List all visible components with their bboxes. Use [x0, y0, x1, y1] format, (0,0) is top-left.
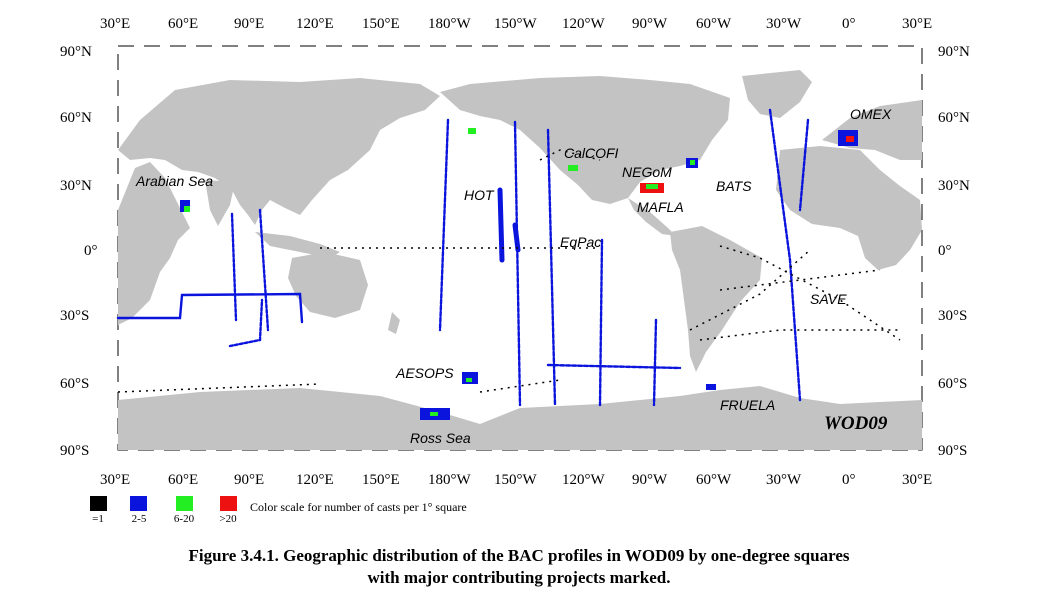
- australia-landmass: [288, 252, 368, 318]
- lat-label: 30°N: [60, 178, 92, 194]
- north-america-landmass: [440, 76, 730, 204]
- lon-label: 150°E: [362, 472, 400, 488]
- left-latitude-labels: 90°N 60°N 30°N 0° 30°S 60°S 90°S: [60, 44, 98, 459]
- legend-label-gt20: >20: [219, 513, 237, 525]
- data-clusters: [180, 128, 858, 420]
- lat-label: 0°: [938, 243, 952, 259]
- new-zealand-landmass: [388, 312, 400, 334]
- project-label-arabian-sea: Arabian Sea: [135, 173, 213, 189]
- lon-label: 120°W: [562, 16, 605, 32]
- lat-label: 90°S: [938, 443, 967, 459]
- project-label-mafla: MAFLA: [637, 199, 684, 215]
- lon-label: 180°W: [428, 472, 471, 488]
- lon-label: 90°W: [632, 472, 668, 488]
- lon-label: 30°W: [766, 16, 802, 32]
- lon-label: 90°E: [234, 472, 264, 488]
- west-africa-landmass: [776, 146, 922, 270]
- south-america-landmass: [670, 226, 762, 372]
- lat-label: 60°S: [60, 376, 89, 392]
- project-label-eqpac: EqPac: [560, 234, 601, 250]
- lat-label: 90°S: [60, 443, 89, 459]
- cruise-tracks: [116, 108, 810, 407]
- lon-label: 0°: [842, 472, 856, 488]
- lat-label: 60°N: [938, 110, 970, 126]
- legend-swatch-2-5: [130, 496, 147, 511]
- right-latitude-labels: 90°N 60°N 30°N 0° 30°S 60°S 90°S: [938, 44, 970, 459]
- lon-label: 150°W: [494, 16, 537, 32]
- lon-label: 30°W: [766, 472, 802, 488]
- figure-caption-line1: Figure 3.4.1. Geographic distribution of…: [188, 546, 850, 565]
- indonesia-landmass: [255, 232, 340, 258]
- lon-label: 60°E: [168, 472, 198, 488]
- lon-label: 30°E: [902, 472, 932, 488]
- project-label-omex: OMEX: [850, 106, 892, 122]
- lon-label: 60°W: [696, 472, 732, 488]
- lon-label: 90°E: [234, 16, 264, 32]
- project-label-fruela: FRUELA: [720, 397, 775, 413]
- wod09-badge: WOD09: [812, 405, 920, 439]
- lon-label: 0°: [842, 16, 856, 32]
- lon-label: 120°E: [296, 16, 334, 32]
- sparse-tracks: [117, 149, 901, 393]
- lon-label: 90°W: [632, 16, 668, 32]
- legend-swatch-1: [90, 496, 107, 511]
- legend-swatch-gt20: [220, 496, 237, 511]
- legend-label-2-5: 2-5: [131, 513, 147, 525]
- lon-label: 60°W: [696, 16, 732, 32]
- lon-label: 120°E: [296, 472, 334, 488]
- lat-label: 60°N: [60, 110, 92, 126]
- eurasia-landmass: [118, 78, 440, 225]
- legend-swatch-6-20: [176, 496, 193, 511]
- lat-label: 30°S: [60, 308, 89, 324]
- greenland-landmass: [742, 70, 812, 118]
- central-america-landmass: [628, 198, 676, 236]
- lon-label: 60°E: [168, 16, 198, 32]
- project-label-negom: NEGoM: [622, 164, 672, 180]
- lat-label: 30°S: [938, 308, 967, 324]
- lon-label: 30°E: [100, 16, 130, 32]
- project-label-ross-sea: Ross Sea: [410, 430, 471, 446]
- land-masses: [118, 70, 922, 450]
- legend-label-1: =1: [92, 513, 104, 525]
- india-landmass: [205, 180, 235, 226]
- figure-caption-line2: with major contributing projects marked.: [367, 568, 671, 587]
- lon-label: 30°E: [100, 472, 130, 488]
- lon-label: 150°E: [362, 16, 400, 32]
- lat-label: 30°N: [938, 178, 970, 194]
- lon-label: 180°W: [428, 16, 471, 32]
- project-label-aesops: AESOPS: [395, 365, 454, 381]
- legend-label-6-20: 6-20: [173, 513, 195, 525]
- project-label-calcofi: CalCOFI: [564, 145, 619, 161]
- project-label-bats: BATS: [716, 178, 752, 194]
- bottom-longitude-labels: 30°E 60°E 90°E 120°E 150°E 180°W 150°W 1…: [100, 472, 932, 488]
- project-label-save: SAVE: [810, 291, 847, 307]
- legend-description: Color scale for number of casts per 1° s…: [250, 500, 467, 514]
- top-longitude-labels: 30°E 60°E 90°E 120°E 150°E 180°W 150°W 1…: [100, 16, 932, 32]
- lon-label: 120°W: [562, 472, 605, 488]
- wod09-badge-text: WOD09: [824, 413, 888, 434]
- color-legend: =1 2-5 6-20 >20 Color scale for number o…: [84, 496, 484, 536]
- antarctica-landmass: [118, 386, 922, 450]
- lat-label: 90°N: [60, 44, 92, 60]
- project-label-hot: HOT: [464, 187, 495, 203]
- africa-landmass: [118, 162, 190, 325]
- lon-label: 30°E: [902, 16, 932, 32]
- lat-label: 60°S: [938, 376, 967, 392]
- project-labels: Arabian Sea CalCOFI NEGoM BATS HOT MAFLA…: [135, 106, 892, 446]
- lat-label: 90°N: [938, 44, 970, 60]
- lat-label: 0°: [84, 243, 98, 259]
- lon-label: 150°W: [494, 472, 537, 488]
